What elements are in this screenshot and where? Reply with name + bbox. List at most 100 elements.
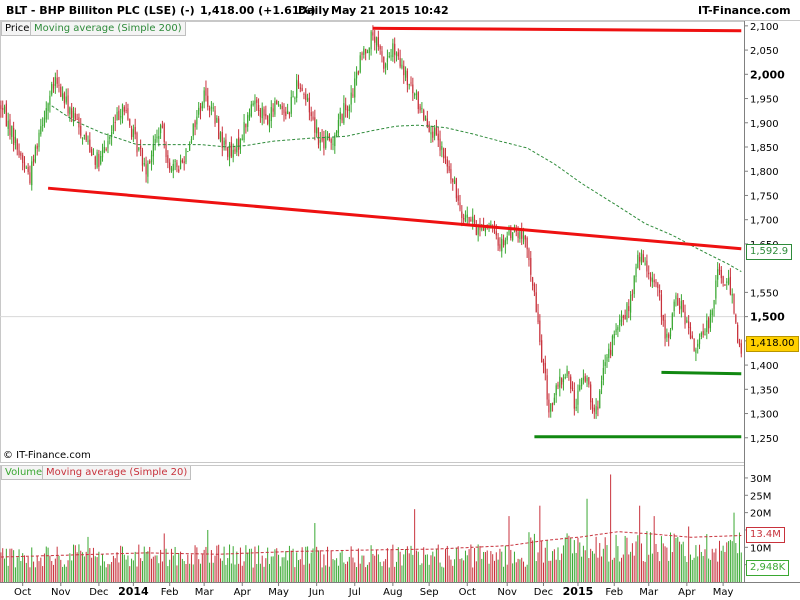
price-candle-body — [34, 146, 36, 162]
price-candle-body — [392, 43, 394, 58]
price-candle-body — [170, 168, 173, 172]
price-candle-body — [120, 116, 122, 118]
price-candle-body — [352, 94, 354, 96]
price-candle-body — [604, 362, 606, 367]
price-candle-body — [207, 95, 209, 107]
price-candle-body — [143, 163, 145, 165]
price-candle-body — [610, 349, 612, 355]
price-candle-body — [145, 164, 147, 175]
price-candle-body — [428, 124, 430, 133]
price-candle-body — [533, 284, 536, 292]
price-candle-body — [374, 36, 376, 43]
price-panel-frame — [0, 21, 745, 463]
price-candle-body — [595, 406, 597, 415]
trend-line — [47, 186, 742, 251]
price-candle-body — [62, 93, 64, 99]
price-candle-body — [83, 134, 85, 137]
price-candle-body — [704, 333, 706, 335]
time-tick-label: Oct — [14, 587, 31, 598]
price-candle-body — [726, 281, 728, 283]
price-candle-body — [653, 279, 655, 283]
price-candle-body — [546, 375, 548, 400]
price-candle-body — [423, 110, 425, 120]
price-candle-body — [92, 154, 95, 156]
price-candle-body — [472, 216, 474, 222]
price-candle-body — [727, 278, 730, 285]
price-candle-body — [147, 163, 149, 177]
price-candle-body — [189, 145, 191, 151]
price-candle-body — [283, 109, 285, 114]
period-label: Daily — [298, 4, 330, 17]
price-candle-body — [127, 108, 129, 120]
price-candle-body — [708, 318, 710, 329]
price-candle-body — [379, 46, 381, 50]
price-candle-body — [259, 109, 261, 118]
price-candle-body — [370, 31, 372, 50]
price-candle-body — [626, 303, 628, 320]
price-tick-label: 1,250 — [750, 434, 779, 445]
price-candle-body — [365, 48, 367, 54]
price-candle-body — [415, 93, 418, 95]
price-tick-label: 1,550 — [750, 288, 779, 299]
price-candle-body — [557, 384, 559, 387]
time-tick-label: Jul — [348, 587, 361, 598]
price-candle-body — [306, 98, 309, 101]
price-candle-body — [336, 130, 338, 137]
price-candle-body — [631, 294, 633, 296]
price-candle-body — [722, 276, 724, 283]
price-candle-body — [18, 150, 20, 156]
price-candle-body — [361, 53, 363, 55]
price-candle-body — [31, 161, 33, 186]
price-candle-body — [593, 407, 595, 412]
price-candle-body — [677, 297, 679, 306]
price-candle-body — [114, 122, 116, 124]
vol-ma-value-box: 13.4M — [746, 527, 785, 543]
price-candle-body — [196, 116, 198, 125]
price-candle-body — [138, 147, 140, 150]
price-candle-body — [14, 136, 17, 143]
price-candle-body — [7, 120, 9, 129]
price-candle-body — [483, 225, 485, 231]
price-candle-body — [417, 92, 419, 110]
price-candle-body — [737, 324, 739, 343]
price-candle-body — [125, 109, 127, 111]
price-candle-body — [586, 377, 588, 382]
price-candle-body — [688, 321, 690, 329]
price-candle-body — [562, 378, 565, 383]
price-candle-body — [709, 313, 712, 329]
last-volume-box: 2,948K — [746, 560, 790, 576]
price-candle-body — [203, 90, 205, 103]
price-candle-body — [219, 132, 222, 141]
price-candle-body — [702, 331, 704, 335]
price-candle-body — [640, 253, 643, 264]
price-candle-body — [281, 105, 283, 109]
price-candle-body — [354, 78, 356, 98]
time-tick-label: Jun — [308, 587, 325, 598]
price-candle-body — [686, 320, 688, 323]
price-candle-body — [89, 139, 91, 152]
price-candle-body — [65, 96, 67, 103]
price-candle-body — [697, 343, 699, 347]
price-candle-body — [194, 121, 196, 128]
price-candle-body — [695, 349, 697, 354]
price-candle-body — [314, 117, 316, 133]
price-candle-body — [446, 159, 448, 167]
price-candle-body — [519, 230, 521, 240]
chart-header: BLT - BHP Billiton PLC (LSE) (-) 1,418.0… — [0, 0, 800, 21]
price-candle-body — [368, 47, 370, 53]
price-candle-body — [573, 390, 575, 409]
price-candle-body — [150, 154, 153, 163]
price-candle-body — [140, 145, 142, 150]
price-candle-body — [87, 140, 89, 143]
time-tick-label: Dec — [89, 587, 108, 598]
price-candle-body — [383, 56, 385, 69]
price-candle-body — [421, 108, 423, 110]
price-candle-body — [644, 263, 646, 265]
time-tick-label: Apr — [678, 587, 696, 598]
price-candle-body — [606, 356, 608, 362]
price-tick-label: 2,000 — [750, 68, 785, 81]
price-candle-body — [210, 106, 213, 109]
price-candle-body — [675, 295, 677, 300]
price-candle-body — [158, 136, 160, 139]
